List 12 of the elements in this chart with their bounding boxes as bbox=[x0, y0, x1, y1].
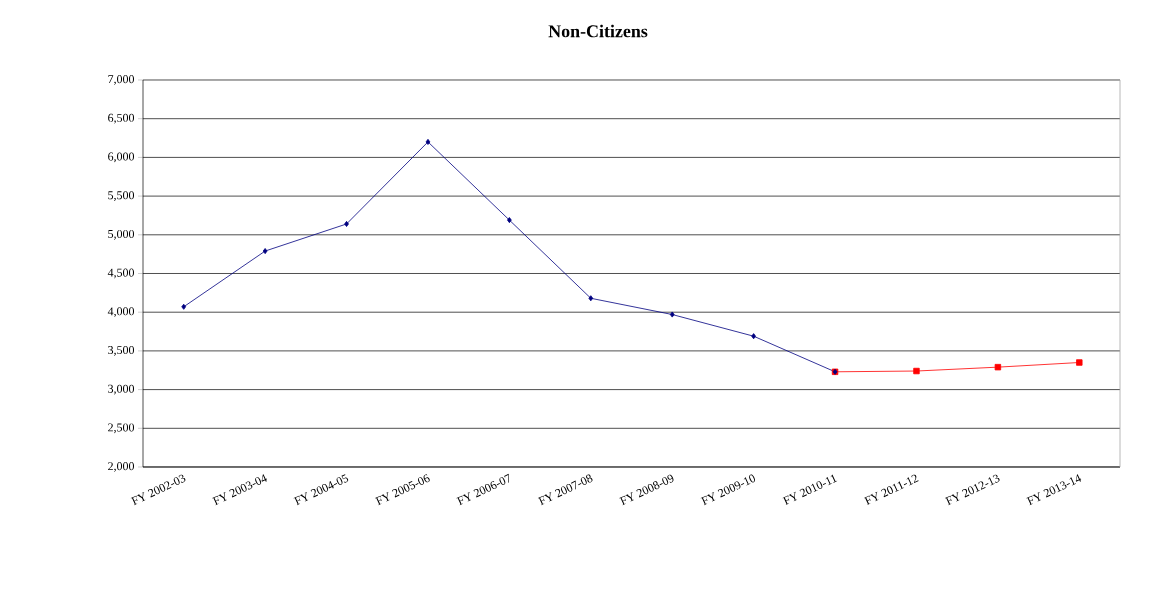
y-tick-label: 2,500 bbox=[108, 423, 135, 434]
y-tick-label: 4,000 bbox=[107, 307, 135, 318]
y-tick-label: 2,000 bbox=[108, 462, 135, 472]
y-tick-label: 6,000 bbox=[108, 152, 135, 163]
y-tick-label: 7,000 bbox=[108, 75, 135, 85]
y-tick-label: 6,500 bbox=[108, 113, 135, 124]
chart-title: Non-Citizens bbox=[548, 24, 648, 38]
y-tick-label: 4,500 bbox=[107, 268, 135, 279]
y-tick-label: 5,500 bbox=[108, 191, 135, 201]
y-tick-label: 3,500 bbox=[108, 346, 135, 356]
y-tick-label: 3,000 bbox=[108, 384, 135, 395]
y-tick-label: 5,000 bbox=[108, 229, 135, 240]
